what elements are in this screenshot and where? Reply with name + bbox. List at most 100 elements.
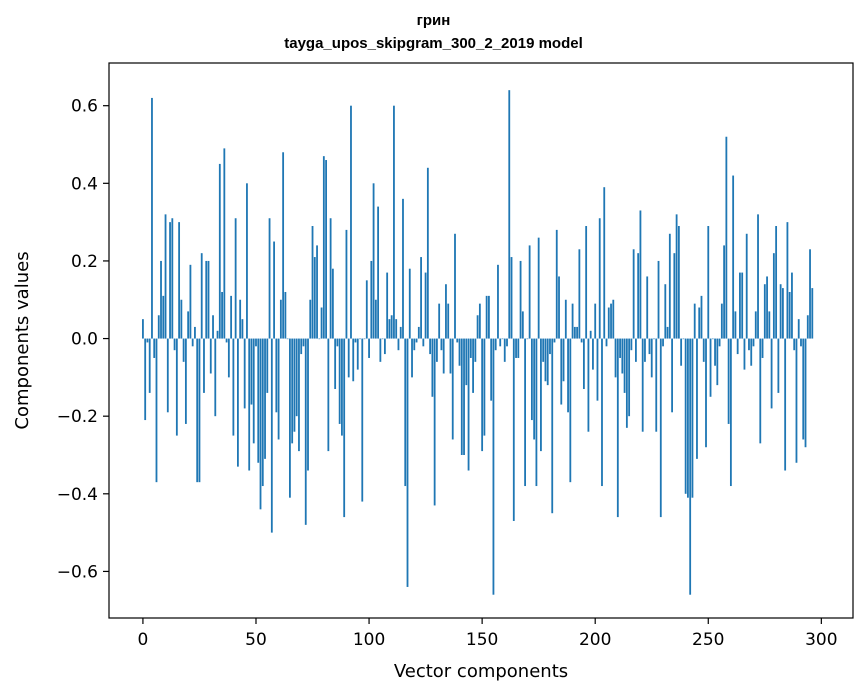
bar [603, 187, 606, 339]
bar [286, 338, 289, 340]
bar [671, 338, 673, 413]
bar [343, 338, 346, 518]
bar [621, 338, 624, 374]
bar [261, 338, 264, 487]
bar [338, 338, 341, 424]
bar [302, 338, 305, 347]
bar [680, 338, 683, 366]
bar [334, 338, 337, 390]
bar [194, 326, 196, 339]
bar [454, 233, 456, 339]
bar [386, 272, 389, 339]
x-axis-label: Vector components [394, 661, 568, 682]
bar [521, 311, 524, 339]
bar [368, 338, 370, 358]
bar [264, 338, 266, 459]
x-tick-label: 200 [579, 630, 611, 650]
bar [492, 338, 495, 595]
bar [795, 338, 798, 463]
bar [791, 272, 793, 339]
bar [748, 338, 750, 351]
bar [630, 338, 633, 351]
bar [644, 338, 646, 362]
bar [316, 245, 318, 339]
bar [544, 338, 547, 382]
bar [187, 311, 190, 339]
bar [549, 338, 551, 355]
bar [463, 338, 465, 455]
bar [610, 303, 612, 339]
bar [562, 338, 565, 382]
bar [689, 338, 692, 595]
bar [426, 167, 429, 339]
bar [637, 253, 640, 339]
bar [668, 233, 671, 339]
bar [200, 253, 203, 339]
plot-frame [108, 62, 854, 619]
bar [160, 260, 162, 339]
bar [388, 319, 391, 339]
bar [304, 338, 307, 525]
bar [510, 257, 513, 339]
bar [352, 338, 355, 382]
bar [246, 183, 248, 339]
bar [664, 284, 667, 339]
bar [469, 338, 472, 358]
bar [605, 338, 608, 347]
bar [221, 291, 223, 339]
bar [424, 272, 427, 339]
bar [729, 338, 732, 487]
bar [216, 330, 219, 339]
bar [402, 198, 404, 339]
bar [243, 338, 246, 409]
bar [166, 338, 169, 413]
bar [171, 218, 174, 339]
x-tick-label: 250 [692, 630, 724, 650]
y-tick-label: 0.2 [71, 252, 98, 272]
bar [331, 268, 334, 339]
bar [709, 338, 712, 397]
bar [499, 338, 502, 347]
bar [585, 226, 588, 339]
bar [406, 338, 409, 587]
bar [223, 148, 226, 339]
bar [144, 338, 147, 421]
bar [472, 338, 474, 393]
bar [395, 319, 398, 339]
bar [616, 338, 619, 518]
bar [327, 338, 330, 452]
bar [417, 326, 420, 339]
bar [662, 338, 664, 347]
bar [291, 338, 294, 444]
bar [736, 338, 739, 355]
bar [537, 237, 540, 339]
bar [284, 291, 287, 339]
bar [553, 338, 556, 343]
bar [693, 303, 696, 339]
bar [560, 338, 563, 405]
bar [397, 338, 400, 351]
bar [759, 338, 762, 444]
bar [578, 249, 581, 339]
bar [241, 319, 244, 339]
bar [494, 338, 497, 351]
bar [533, 338, 536, 440]
bar [157, 315, 160, 339]
bar [598, 218, 601, 339]
bar [445, 284, 447, 339]
bar [743, 338, 746, 370]
bar [763, 284, 766, 339]
bar [374, 299, 377, 339]
bar [381, 338, 384, 340]
bar [329, 218, 332, 339]
bar [318, 338, 321, 340]
bar [558, 276, 560, 339]
bar [309, 299, 312, 339]
bar [506, 338, 508, 347]
bar [592, 338, 594, 370]
bar [250, 338, 253, 405]
bar [770, 338, 773, 409]
bar [648, 338, 651, 355]
bar [196, 338, 199, 483]
